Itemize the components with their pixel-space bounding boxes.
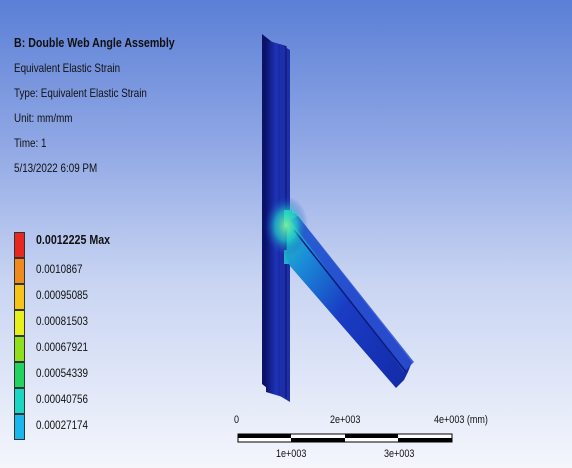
scale-bar-segment: [238, 434, 291, 438]
scale-label-3e3: 3e+003: [384, 448, 415, 460]
legend-swatch: [14, 336, 25, 362]
legend-swatch: [14, 388, 25, 414]
legend-label: 0.00040756: [36, 392, 88, 406]
legend-label: 0.00054339: [36, 366, 88, 380]
legend-swatch: [14, 362, 25, 388]
result-date: 5/13/2022 6:09 PM: [14, 161, 98, 175]
legend-swatch: [14, 310, 25, 336]
result-name: Equivalent Elastic Strain: [14, 61, 121, 75]
result-type: Type: Equivalent Elastic Strain: [14, 86, 147, 100]
brace-edge: [293, 229, 407, 373]
legend-swatch: [14, 258, 25, 284]
legend-label: 0.00081503: [36, 314, 88, 328]
scale-label-2e3: 2e+003: [330, 414, 361, 426]
result-time: Time: 1: [14, 136, 47, 150]
legend-swatch: [14, 284, 25, 310]
legend-label: 0.00067921: [36, 340, 88, 354]
scale-label-4e3: 4e+003 (mm): [434, 414, 488, 426]
result-info-panel: B: Double Web Angle Assembly Equivalent …: [14, 36, 175, 187]
scale-bar-segment: [291, 438, 345, 442]
analysis-title: B: Double Web Angle Assembly: [14, 35, 175, 50]
scale-bar-segment: [398, 438, 452, 442]
scale-bar-segment: [345, 434, 398, 438]
legend-label: 0.0010867: [36, 262, 83, 276]
legend-swatch: [14, 232, 25, 258]
brace-flange: [290, 216, 414, 372]
result-unit: Unit: mm/mm: [14, 111, 73, 125]
stress-hotspot: [264, 196, 308, 256]
legend-label: 0.00095085: [36, 288, 88, 302]
legend-swatch: [14, 414, 25, 440]
legend-max-label: 0.0012225 Max: [36, 232, 111, 247]
legend-label: 0.00027174: [36, 418, 88, 432]
scale-label-0: 0: [234, 414, 240, 426]
scale-label-1e3: 1e+003: [276, 448, 307, 460]
